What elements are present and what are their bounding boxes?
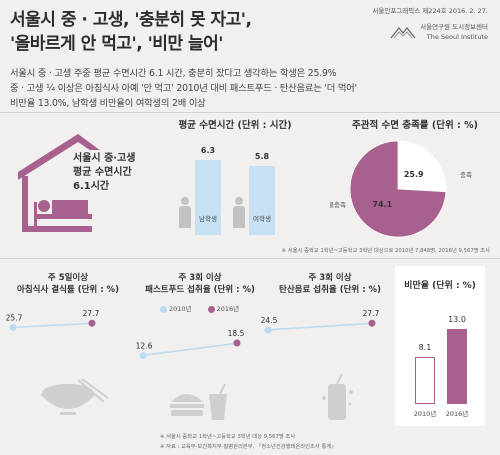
obesity-year-0: 2010년 — [413, 410, 437, 418]
rice-bowl-icon — [40, 378, 109, 415]
soda-title-line-2: 탄산음료 섭취율 (단위 : %) — [279, 285, 381, 295]
obesity-value-0: 8.1 — [418, 343, 432, 353]
obesity-year-1: 2016년 — [445, 410, 469, 418]
title-line-2: '올바르게 안 먹고', '비만 늘어' — [10, 34, 224, 54]
hero-line-1: 서울시 중·고생 — [73, 153, 136, 164]
trend-line-1 — [139, 342, 241, 357]
footnote-top: ※ 서울시 중학교 1학년~고등학교 3학년 대상으로 2010년 7,848명… — [281, 248, 490, 254]
page-title: 서울시 중 · 고생, '충분히 못 자고', '올바르게 안 먹고', '비만… — [10, 8, 252, 56]
obesity-bar-1 — [447, 329, 467, 404]
hero-line-3: 6.1시간 — [73, 181, 110, 192]
org-name-en: The Seoul Institute — [426, 33, 488, 41]
intro-text: 서울시 중 · 고생 주중 평균 수면시간 6.1 시간, 충분히 잤다고 생각… — [10, 66, 480, 111]
person-icon-1 — [235, 197, 243, 205]
trend-point-2016-0 — [88, 319, 96, 327]
pie-value-0: 25.9 — [404, 170, 424, 179]
trend-value-2010-2: 24.5 — [261, 316, 278, 325]
legend-2016-swatch — [207, 305, 215, 313]
publication-meta: 서울인포그래픽스 제224호 2016. 2. 27. 서울연구원 도시정보센터… — [372, 6, 488, 42]
obesity-title: 비만율 (단위 : %) — [404, 281, 476, 291]
trend-value-2016-1: 18.5 — [228, 329, 245, 338]
seoul-institute-logo-icon — [390, 27, 416, 39]
fastfood-title: 주 3회 이상 패스트푸드 섭취율 (단위 : %) — [135, 272, 265, 296]
obesity-bar-0 — [415, 357, 435, 404]
breakfast-title-line-1: 주 5일이상 — [47, 273, 89, 283]
person-body-icon-0 — [179, 206, 191, 228]
sleep-satisfaction-title: 주관적 수면 충족률 (단위 : %) — [352, 120, 478, 131]
title-line-1: 서울시 중 · 고생, '충분히 못 자고', — [10, 10, 252, 30]
sleep-hours-chart: 6.3 남학생 5.8 여학생 — [175, 130, 295, 240]
fastfood-title-line-1: 주 3회 이상 — [178, 273, 222, 283]
burger-drink-icon — [170, 383, 227, 420]
trend-value-2016-2: 27.7 — [363, 310, 380, 318]
pie-slice-1 — [349, 140, 447, 238]
trend-value-2016-0: 27.7 — [83, 310, 100, 318]
trend-point-2016-2 — [368, 319, 376, 327]
person-body-icon-1 — [233, 206, 245, 228]
hero-line-2: 평균 수면시간 — [73, 167, 132, 178]
divider-top — [0, 112, 500, 113]
trend-line-0 — [9, 322, 96, 329]
sleeper-head-icon — [38, 200, 50, 212]
publication-info: 서울인포그래픽스 제224호 2016. 2. 27. — [372, 7, 488, 15]
trend-point-2010-1 — [139, 352, 147, 360]
pie-value-1: 74.1 — [372, 200, 392, 209]
trend-point-2010-0 — [9, 323, 17, 331]
soda-title-line-1: 주 3회 이상 — [308, 273, 352, 283]
pie-label-0: 충족 — [460, 170, 472, 179]
sleep-bar-1 — [249, 165, 275, 235]
hero-caption: 서울시 중·고생 평균 수면시간 6.1시간 — [70, 150, 176, 196]
breakfast-title: 주 5일이상 아침식사 결식률 (단위 : %) — [8, 272, 128, 296]
sleep-bar-value-0: 6.3 — [200, 146, 216, 155]
trend-point-2010-2 — [264, 326, 272, 334]
legend-2010-swatch — [160, 305, 167, 313]
sleep-bar-0 — [195, 160, 221, 235]
intro-line-1: 서울시 중 · 고생 주중 평균 수면시간 6.1 시간, 충분히 잤다고 생각… — [10, 68, 337, 79]
bed-icon — [52, 200, 88, 214]
footnote-bottom-2: ※ 자료 : 교육부·보건복지부·질병관리본부, 『청소년건강행태온라인조사 통… — [160, 444, 337, 450]
obesity-panel: 비만율 (단위 : %) 8.1 2010년 13.0 2016년 — [395, 266, 485, 426]
sleep-bar-value-1: 5.8 — [254, 151, 270, 161]
trend-value-2010-0: 25.7 — [6, 313, 23, 322]
trend-point-2016-1 — [233, 339, 241, 347]
sleep-hours-title: 평균 수면시간 (단위 : 시간) — [178, 120, 292, 131]
breakfast-title-line-2: 아침식사 결식률 (단위 : %) — [17, 285, 119, 295]
fastfood-title-line-2: 패스트푸드 섭취율 (단위 : %) — [145, 285, 255, 295]
intro-line-3: 비만율 13.0%, 남학생 비만율이 여학생의 2배 이상 — [10, 98, 206, 109]
trend-line-2 — [264, 322, 376, 331]
legend-2010-label: 2010년 — [169, 305, 192, 313]
sleep-bar-label-1: 여학생 — [253, 215, 271, 223]
footnote-bottom-1: ※ 서울시 중학교 1학년~고등학교 3학년 대상 9,567명 조사 — [160, 434, 296, 440]
house-bed-illustration — [18, 134, 116, 232]
obesity-value-1: 13.0 — [448, 315, 466, 324]
divider-middle — [0, 258, 500, 259]
org-name-kr: 서울연구원 도시정보센터 — [420, 23, 488, 31]
legend-2016-label: 2016년 — [216, 305, 240, 313]
trend-lines-chart: 25.7 27.7 12.6 18.5 24.5 27.7 — [6, 310, 380, 360]
intro-line-2: 중 · 고생 ¼ 이상은 아침식사 아예 '안 먹고' 2010년 대비 패스트… — [10, 83, 357, 94]
sleep-bar-label-0: 남학생 — [199, 215, 217, 223]
legend: 2010년 2016년 — [160, 303, 239, 313]
pie-label-1: 불충족 — [330, 200, 346, 209]
trend-value-2010-1: 12.6 — [136, 342, 153, 351]
pie-slice-0 — [397, 140, 447, 193]
soda-title: 주 3회 이상 탄산음료 섭취율 (단위 : %) — [265, 272, 395, 296]
soda-can-icon — [322, 374, 353, 420]
person-icon-0 — [181, 197, 189, 205]
